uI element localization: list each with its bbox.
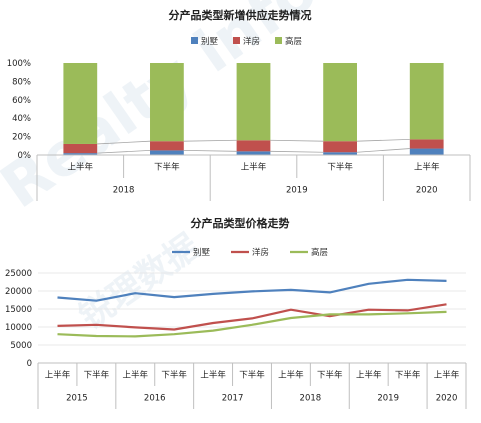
- group-label-2015: 2015: [66, 393, 88, 403]
- series-line-e588abe5a285: [57, 278, 447, 302]
- watermark-subtext: 锐理数据: [72, 227, 206, 338]
- x-tick-label-7: 下半年: [317, 369, 343, 380]
- x-tick-label-1: 下半年: [154, 161, 180, 172]
- bar-e6b48be688bf-2: [236, 140, 271, 152]
- legend-label-2: 高层: [285, 36, 302, 47]
- series-connector-0-1: [183, 150, 237, 152]
- bar-e9ab98e5b182-2: [236, 63, 271, 141]
- series-connector-0-0: [97, 150, 151, 154]
- bar-e6b48be688bf-1: [150, 141, 184, 151]
- group-label-2019: 2019: [286, 185, 308, 195]
- group-label-2018: 2018: [300, 393, 322, 403]
- bar-e9ab98e5b182-3: [323, 63, 357, 142]
- series-connector-1-3: [356, 138, 410, 142]
- series-connector-1-1: [183, 139, 237, 142]
- legend-label-2: 高层: [311, 247, 328, 258]
- bar-e6b48be688bf-3: [323, 141, 357, 153]
- y-tick-label-3: 15000: [5, 305, 32, 315]
- legend-swatch-2: [275, 37, 282, 44]
- x-tick-label-6: 上半年: [278, 369, 304, 380]
- legend-swatch-1: [233, 37, 240, 44]
- x-tick-label-0: 上半年: [68, 161, 94, 172]
- bar-e6b48be688bf-0: [63, 143, 98, 154]
- bar-e9ab98e5b182-0: [63, 63, 98, 144]
- y-tick-label-5: 25000: [5, 269, 32, 279]
- series-connector-0-3: [356, 148, 410, 153]
- x-tick-label-3: 下半年: [327, 161, 353, 172]
- y-tick-label-0: 0%: [18, 151, 32, 161]
- bar-e9ab98e5b182-1: [150, 63, 184, 142]
- bar-e6b48be688bf-4: [409, 139, 444, 149]
- group-label-2018: 2018: [113, 185, 135, 195]
- y-tick-label-0: 0: [27, 359, 32, 369]
- legend-label-0: 别墅: [193, 247, 211, 258]
- bar-e588abe5a285-1: [150, 150, 184, 155]
- y-tick-label-4: 80%: [12, 77, 31, 87]
- series-line-e9ab98e5b182: [57, 310, 447, 338]
- x-tick-label-2: 上半年: [123, 369, 149, 380]
- legend-label-1: 洋房: [252, 247, 269, 258]
- chart-title: 分产品类型价格走势: [191, 216, 290, 230]
- y-tick-label-1: 5000: [10, 341, 32, 351]
- bar-e588abe5a285-2: [236, 151, 271, 155]
- bar-e588abe5a285-0: [63, 153, 98, 155]
- bar-e588abe5a285-3: [323, 152, 357, 155]
- bar-e588abe5a285-4: [409, 148, 444, 155]
- group-label-2017: 2017: [222, 393, 244, 403]
- x-tick-label-8: 上半年: [356, 369, 382, 380]
- x-tick-label-9: 下半年: [395, 369, 421, 380]
- y-tick-label-3: 60%: [12, 96, 31, 106]
- y-tick-label-2: 40%: [12, 114, 31, 124]
- x-tick-label-2: 上半年: [241, 161, 267, 172]
- series-connector-1-0: [97, 140, 151, 145]
- y-tick-label-5: 100%: [7, 59, 31, 69]
- x-tick-label-5: 下半年: [239, 369, 265, 380]
- group-label-2020: 2020: [416, 185, 438, 195]
- legend-label-1: 洋房: [243, 36, 260, 47]
- y-tick-label-2: 10000: [5, 323, 32, 333]
- x-tick-label-0: 上半年: [45, 369, 71, 380]
- series-line-e6b48be688bf: [57, 303, 447, 331]
- group-label-2019: 2019: [377, 393, 399, 403]
- group-label-2016: 2016: [144, 393, 166, 403]
- x-tick-label-4: 上半年: [414, 161, 440, 172]
- chart-title: 分产品类型新增供应走势情况: [169, 8, 312, 22]
- x-tick-label-10: 上半年: [434, 369, 460, 380]
- x-tick-label-4: 上半年: [200, 369, 226, 380]
- y-tick-label-1: 20%: [12, 133, 31, 143]
- group-label-2020: 2020: [436, 393, 458, 403]
- x-tick-label-1: 下半年: [84, 369, 110, 380]
- x-tick-label-3: 下半年: [161, 369, 187, 380]
- series-connector-1-2: [270, 139, 324, 142]
- series-connector-0-2: [270, 150, 324, 153]
- legend-swatch-0: [191, 37, 198, 44]
- y-tick-label-4: 20000: [5, 287, 32, 297]
- bar-e9ab98e5b182-4: [409, 63, 444, 140]
- legend-label-0: 别墅: [201, 36, 219, 47]
